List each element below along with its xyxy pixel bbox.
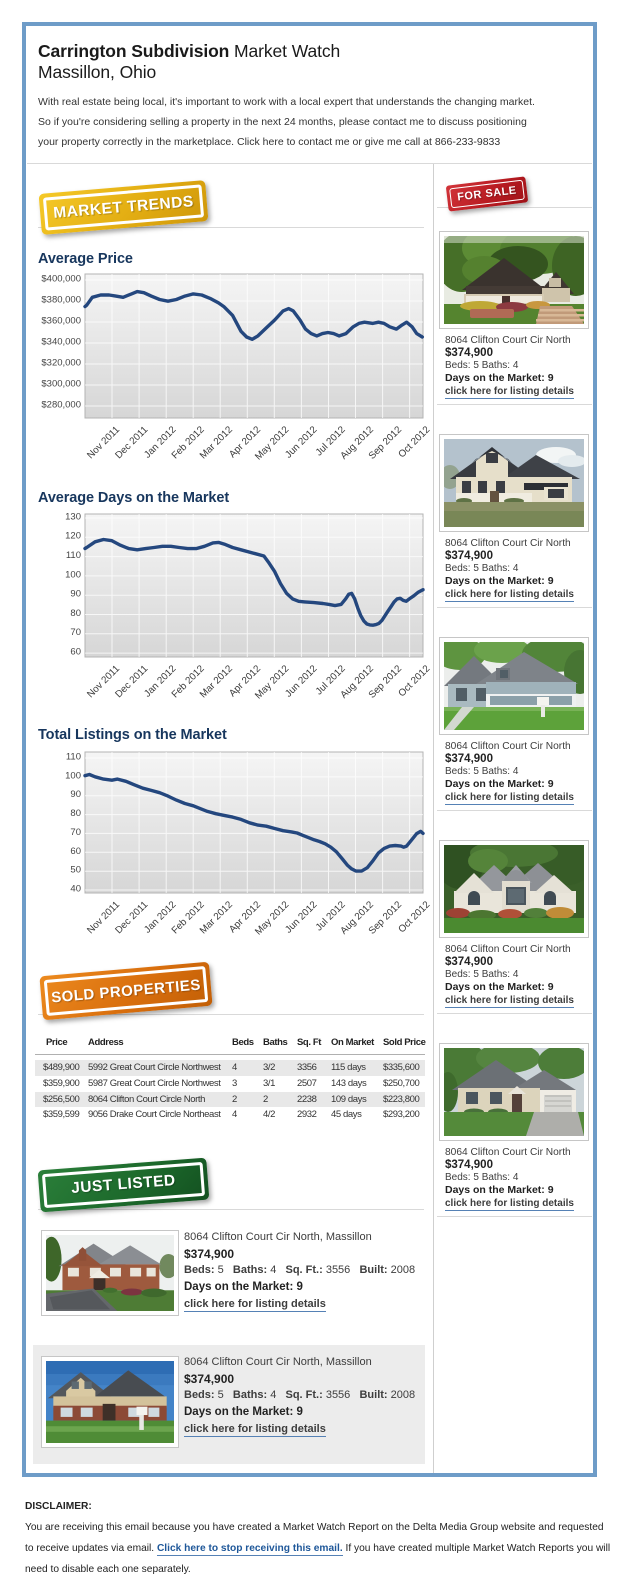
svg-text:60: 60 [70,846,81,857]
svg-text:130: 130 [65,511,81,522]
svg-text:60: 60 [70,647,81,658]
svg-text:80: 80 [70,608,81,619]
svg-text:100: 100 [65,569,81,580]
svg-text:110: 110 [66,752,81,763]
svg-text:120: 120 [65,531,81,542]
svg-text:$380,000: $380,000 [41,294,81,305]
svg-text:90: 90 [70,589,81,600]
svg-text:$360,000: $360,000 [41,315,81,326]
svg-text:70: 70 [70,627,81,638]
svg-text:$340,000: $340,000 [41,336,81,347]
svg-text:$280,000: $280,000 [41,399,81,410]
svg-text:50: 50 [70,865,81,876]
svg-text:90: 90 [70,789,81,800]
svg-text:110: 110 [66,550,81,561]
svg-text:80: 80 [70,808,81,819]
svg-text:100: 100 [65,770,81,781]
svg-text:$320,000: $320,000 [41,357,81,368]
svg-text:70: 70 [70,827,81,838]
svg-text:40: 40 [70,884,81,895]
svg-text:$400,000: $400,000 [41,273,81,284]
svg-text:$300,000: $300,000 [41,378,81,389]
